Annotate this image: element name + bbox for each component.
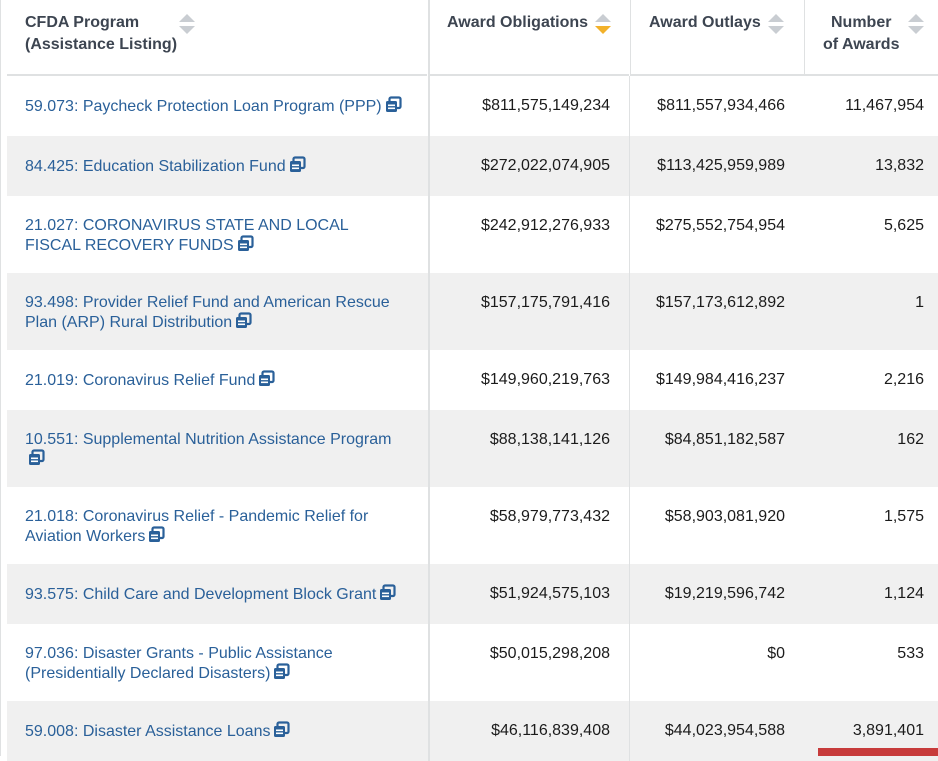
cell-award-obligations: $88,138,141,126 (428, 410, 629, 487)
cell-number-of-awards: 1 (915, 294, 924, 311)
cell-program: 21.018: Coronavirus Relief - Pandemic Re… (7, 487, 428, 564)
program-link[interactable]: 97.036: Disaster Grants - Public Assista… (25, 645, 333, 682)
cell-award-outlays: $275,552,754,954 (629, 196, 803, 273)
copy-icon[interactable] (289, 156, 306, 173)
sort-icon[interactable] (767, 14, 785, 36)
table-row: 97.036: Disaster Grants - Public Assista… (7, 624, 938, 701)
cell-number-of-awards: 13,832 (875, 157, 924, 174)
cell-award-obligations: $58,979,773,432 (428, 487, 629, 564)
cell-number-of-awards: 533 (897, 645, 924, 662)
table-row: 59.073: Paycheck Protection Loan Program… (7, 76, 938, 136)
cell-award-obligations: $51,924,575,103 (428, 564, 629, 624)
cell-award-obligations: $811,575,149,234 (428, 76, 629, 136)
cell-award-outlays: $84,851,182,587 (629, 410, 803, 487)
cell-number-of-awards: 5,625 (883, 217, 924, 234)
program-link[interactable]: 21.019: Coronavirus Relief Fund (25, 372, 256, 389)
copy-icon[interactable] (28, 449, 45, 466)
cell-program: 93.575: Child Care and Development Block… (7, 564, 428, 624)
table-row: 21.027: CORONAVIRUS STATE AND LOCAL FISC… (7, 196, 938, 273)
cell-award-obligations: $149,960,219,763 (428, 350, 629, 410)
copy-icon[interactable] (385, 96, 402, 113)
sort-icon[interactable] (178, 14, 196, 36)
cell-award-outlays: $149,984,416,237 (629, 350, 803, 410)
program-link[interactable]: 59.073: Paycheck Protection Loan Program… (25, 98, 382, 115)
column-header-award-obligations[interactable]: Award Obligations (428, 0, 629, 76)
copy-icon[interactable] (379, 584, 396, 601)
column-header-award-outlays[interactable]: Award Outlays (630, 0, 804, 76)
cell-award-outlays: $44,023,954,588 (629, 701, 803, 761)
cell-program: 84.425: Education Stabilization Fund (7, 136, 428, 196)
header-label: Award Outlays (649, 14, 761, 31)
cell-award-outlays: $0 (629, 624, 803, 701)
cell-program: 59.008: Disaster Assistance Loans (7, 701, 428, 761)
cell-award-obligations: $46,116,839,408 (428, 701, 629, 761)
program-link[interactable]: 21.027: CORONAVIRUS STATE AND LOCAL FISC… (25, 217, 349, 254)
cell-award-obligations: $157,175,791,416 (428, 273, 629, 350)
copy-icon[interactable] (235, 312, 252, 329)
table-row: 84.425: Education Stabilization Fund $272… (7, 136, 938, 196)
cell-number-of-awards: 162 (897, 431, 924, 448)
cell-award-outlays: $58,903,081,920 (629, 487, 803, 564)
cell-award-outlays: $811,557,934,466 (629, 76, 803, 136)
cell-award-outlays: $19,219,596,742 (629, 564, 803, 624)
copy-icon[interactable] (237, 235, 254, 252)
program-link[interactable]: 84.425: Education Stabilization Fund (25, 158, 286, 175)
cell-program: 21.027: CORONAVIRUS STATE AND LOCAL FISC… (7, 196, 428, 273)
cell-program: 93.498: Provider Relief Fund and America… (7, 273, 428, 350)
corner-bar (818, 748, 938, 756)
column-header-number-of-awards[interactable]: Number of Awards (804, 0, 938, 76)
table-row: 59.008: Disaster Assistance Loans $46,116… (7, 701, 938, 761)
table-body: 59.073: Paycheck Protection Loan Program… (7, 76, 938, 761)
program-link[interactable]: 59.008: Disaster Assistance Loans (25, 723, 271, 740)
header-label: Award Obligations (447, 14, 589, 31)
table-row: 93.498: Provider Relief Fund and America… (7, 273, 938, 350)
table-row: 93.575: Child Care and Development Block… (7, 564, 938, 624)
program-link[interactable]: 93.575: Child Care and Development Block… (25, 586, 377, 603)
table-row: 21.019: Coronavirus Relief Fund $149,960,… (7, 350, 938, 410)
program-link[interactable]: 21.018: Coronavirus Relief - Pandemic Re… (25, 508, 369, 545)
cell-program: 10.551: Supplemental Nutrition Assistanc… (7, 410, 428, 487)
table-row: 21.018: Coronavirus Relief - Pandemic Re… (7, 487, 938, 564)
cell-number-of-awards: 11,467,954 (845, 97, 924, 114)
header-line: CFDA Program (25, 14, 140, 31)
header-line: Number (831, 14, 892, 31)
cell-number-of-awards: 1,575 (883, 508, 924, 525)
cell-award-obligations: $50,015,298,208 (428, 624, 629, 701)
cell-program: 59.073: Paycheck Protection Loan Program… (7, 76, 428, 136)
sort-descending-icon[interactable] (594, 14, 612, 36)
column-header-cfda-program[interactable]: CFDA Program (Assistance Listing) (7, 0, 427, 76)
program-link[interactable]: 10.551: Supplemental Nutrition Assistanc… (25, 431, 392, 448)
cell-number-of-awards: 1,124 (883, 585, 924, 602)
header-line: (Assistance Listing) (25, 36, 178, 53)
cell-award-outlays: $157,173,612,892 (629, 273, 803, 350)
cell-award-obligations: $242,912,276,933 (428, 196, 629, 273)
cell-program: 97.036: Disaster Grants - Public Assista… (7, 624, 428, 701)
copy-icon[interactable] (273, 663, 291, 680)
program-link[interactable]: 93.498: Provider Relief Fund and America… (25, 294, 390, 331)
cell-number-of-awards: 2,216 (883, 371, 924, 388)
cell-award-obligations: $272,022,074,905 (428, 136, 629, 196)
copy-icon[interactable] (148, 526, 165, 543)
cell-award-outlays: $113,425,959,989 (629, 136, 803, 196)
table-row: 10.551: Supplemental Nutrition Assistanc… (7, 410, 938, 487)
cell-program: 21.019: Coronavirus Relief Fund (7, 350, 428, 410)
header-label: CFDA Program (Assistance Listing) (25, 12, 177, 56)
header-label: Number of Awards (823, 12, 899, 56)
cell-number-of-awards: 3,891,401 (852, 722, 924, 739)
copy-icon[interactable] (273, 721, 291, 738)
copy-icon[interactable] (258, 370, 275, 387)
sort-icon[interactable] (907, 14, 925, 36)
header-line: of Awards (823, 36, 900, 53)
